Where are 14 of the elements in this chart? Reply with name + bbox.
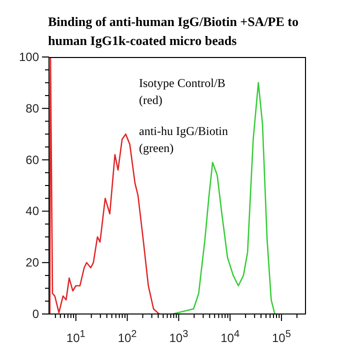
x-tick-label: 10$^{1}$ — [66, 328, 86, 345]
x-tick-label: 10$^{4}$ — [220, 328, 240, 345]
y-tick-label: 20 — [26, 256, 40, 270]
y-tick-label: 40 — [26, 204, 40, 218]
x-tick-label: 10$^{5}$ — [272, 328, 292, 345]
y-tick-label: 0 — [32, 307, 40, 321]
annotation: Isotype Control/B (red) — [139, 75, 226, 109]
annotation: anti-hu IgG/Biotin (green) — [139, 123, 228, 157]
chart-title: Binding of anti-human IgG/Biotin +SA/PE to human IgG1k-coated micro beads — [48, 13, 300, 50]
y-tick-label: 80 — [26, 101, 40, 116]
y-tick-label: 100 — [18, 50, 40, 64]
y-tick-label: 60 — [26, 152, 40, 167]
x-tick-label: 10$^{3}$ — [169, 328, 189, 345]
x-tick-label: 10$^{2}$ — [118, 328, 138, 345]
